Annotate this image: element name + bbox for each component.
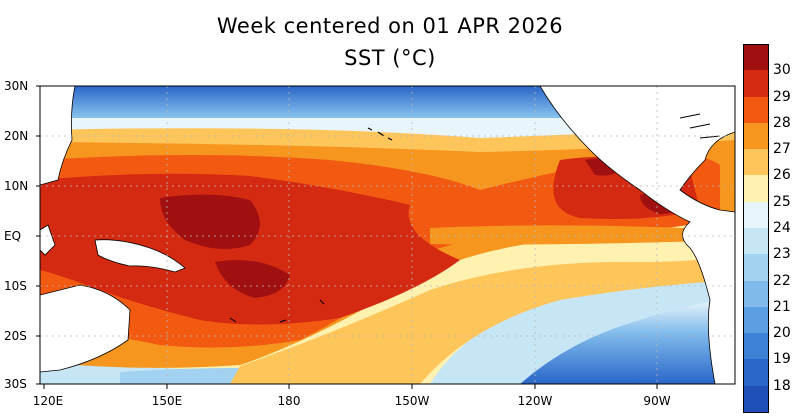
colorbar-swatch — [743, 201, 769, 229]
lon-ticks — [43, 384, 658, 389]
colorbar-swatch — [743, 149, 769, 176]
map-frame — [39, 85, 736, 385]
lat-label-10s: 10S — [4, 279, 27, 293]
colorbar-swatch — [743, 306, 769, 334]
lon-label-150w: 150W — [394, 394, 430, 408]
colorbar-label: 28 — [773, 114, 791, 131]
lat-label-20n: 20N — [4, 129, 29, 143]
map-subtitle: SST (°C) — [344, 46, 436, 70]
pacific-islands — [229, 299, 325, 323]
sst-30-south — [215, 260, 290, 298]
sst-26-band — [40, 126, 735, 152]
americas-land — [539, 86, 735, 384]
map-title: Week centered on 01 APR 2026 — [216, 14, 564, 38]
colorbar-label: 18 — [773, 377, 791, 394]
sst-30-region — [160, 194, 260, 249]
sst-26-south — [230, 255, 735, 384]
south-cold-region — [520, 300, 735, 384]
lat-ticks — [36, 85, 40, 385]
colorbar-swatch — [743, 333, 769, 360]
asia-australia-land — [40, 86, 131, 373]
colorbar-swatch — [743, 254, 769, 282]
colorbar-label: 24 — [773, 220, 791, 236]
lat-label-30s: 30S — [4, 377, 27, 391]
colorbar-swatch — [743, 70, 769, 98]
colorbar-swatch — [743, 228, 769, 255]
colorbar-label: 26 — [773, 167, 791, 184]
sst-29-region — [40, 173, 460, 325]
colorbar-swatch — [743, 359, 769, 387]
new-guinea-land — [94, 239, 186, 273]
lat-label-eq: EQ — [4, 229, 22, 243]
colorbar-label: 21 — [773, 298, 791, 315]
colorbar-label: 25 — [773, 193, 791, 210]
colorbar-label: 19 — [773, 351, 791, 368]
colorbar-label: 29 — [773, 88, 791, 105]
colorbar-label: 23 — [773, 246, 791, 263]
lon-label-180: 180 — [277, 394, 301, 408]
colorbar-label: 27 — [773, 141, 791, 158]
colorbar-swatch — [743, 175, 769, 203]
lat-label-10n: 10N — [4, 179, 29, 193]
lon-label-120e: 120E — [32, 394, 64, 408]
colorbar-swatch — [743, 44, 769, 72]
lon-label-90w: 90W — [643, 394, 671, 408]
colorbar-swatch — [743, 96, 769, 124]
lat-label-20s: 20S — [4, 329, 27, 343]
graticule — [40, 86, 735, 384]
equatorial-cool-tongue — [430, 225, 735, 245]
colorbar-label: 22 — [773, 272, 791, 289]
colorbar-swatch — [743, 122, 769, 150]
lon-label-150e: 150E — [151, 394, 183, 408]
colorbar-swatch — [743, 280, 769, 308]
caribbean-islands — [679, 113, 721, 139]
colorbar-swatch — [743, 385, 769, 414]
hawaii-islands — [367, 127, 393, 141]
colorbar-label: 20 — [773, 325, 791, 342]
lat-label-30n: 30N — [4, 79, 29, 93]
lon-label-120w: 120W — [517, 394, 553, 408]
colorbar-label: 30 — [773, 62, 791, 79]
